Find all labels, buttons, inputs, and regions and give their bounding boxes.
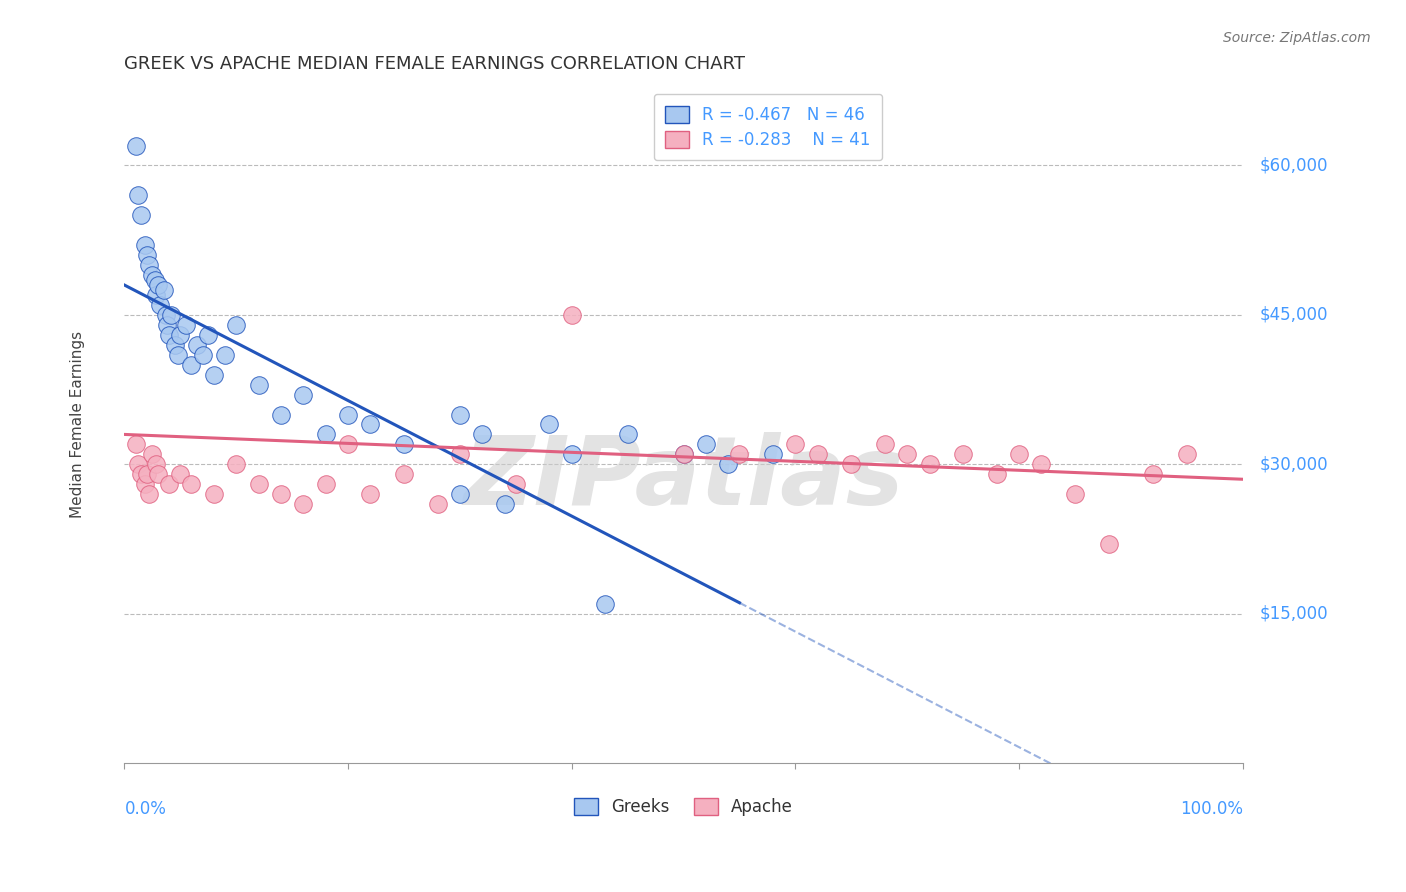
Point xyxy=(1031,458,1053,472)
Legend: Greeks, Apache: Greeks, Apache xyxy=(568,791,800,822)
Point xyxy=(214,348,236,362)
Point xyxy=(160,308,183,322)
Point xyxy=(873,437,896,451)
Point xyxy=(146,467,169,482)
Point xyxy=(1064,487,1087,501)
Point xyxy=(124,138,146,153)
Text: GREEK VS APACHE MEDIAN FEMALE EARNINGS CORRELATION CHART: GREEK VS APACHE MEDIAN FEMALE EARNINGS C… xyxy=(124,55,745,73)
Point xyxy=(561,447,583,461)
Point xyxy=(717,458,740,472)
Point xyxy=(247,377,270,392)
Point xyxy=(839,458,862,472)
Point xyxy=(449,447,471,461)
Point xyxy=(392,467,415,482)
Point xyxy=(141,268,163,282)
Point xyxy=(141,447,163,461)
Point xyxy=(134,238,156,252)
Point xyxy=(392,437,415,451)
Point xyxy=(315,427,337,442)
Point xyxy=(494,497,516,511)
Point xyxy=(337,408,360,422)
Point xyxy=(359,417,381,432)
Point xyxy=(359,487,381,501)
Point xyxy=(135,467,157,482)
Point xyxy=(561,308,583,322)
Point xyxy=(180,477,202,491)
Point xyxy=(1097,537,1119,551)
Text: $15,000: $15,000 xyxy=(1260,605,1329,623)
Point xyxy=(186,338,208,352)
Point xyxy=(127,188,149,202)
Point xyxy=(180,358,202,372)
Point xyxy=(124,437,146,451)
Point xyxy=(270,487,292,501)
Point xyxy=(129,208,152,222)
Text: Median Female Earnings: Median Female Earnings xyxy=(70,331,86,518)
Point xyxy=(138,258,160,272)
Point xyxy=(135,248,157,262)
Point xyxy=(157,477,180,491)
Point xyxy=(270,408,292,422)
Point xyxy=(127,458,149,472)
Point xyxy=(449,487,471,501)
Point xyxy=(225,318,247,332)
Point xyxy=(762,447,785,461)
Point xyxy=(146,278,169,293)
Point xyxy=(695,437,717,451)
Point xyxy=(247,477,270,491)
Point xyxy=(152,283,174,297)
Point xyxy=(145,288,167,302)
Point xyxy=(672,447,695,461)
Text: 0.0%: 0.0% xyxy=(124,800,166,818)
Point xyxy=(505,477,527,491)
Point xyxy=(896,447,918,461)
Point xyxy=(426,497,449,511)
Point xyxy=(952,447,974,461)
Point xyxy=(449,408,471,422)
Point xyxy=(163,338,186,352)
Point xyxy=(672,447,695,461)
Point xyxy=(918,458,941,472)
Text: ZIPatlas: ZIPatlas xyxy=(463,432,904,525)
Text: 100.0%: 100.0% xyxy=(1180,800,1243,818)
Point xyxy=(149,298,172,312)
Point xyxy=(807,447,830,461)
Point xyxy=(593,597,616,611)
Point xyxy=(337,437,360,451)
Point xyxy=(191,348,214,362)
Point xyxy=(202,368,225,382)
Point xyxy=(315,477,337,491)
Point xyxy=(174,318,197,332)
Point xyxy=(169,467,191,482)
Point xyxy=(292,497,315,511)
Point xyxy=(225,458,247,472)
Point xyxy=(538,417,561,432)
Text: $60,000: $60,000 xyxy=(1260,156,1329,175)
Point xyxy=(155,308,177,322)
Point xyxy=(1142,467,1164,482)
Point xyxy=(157,327,180,342)
Point xyxy=(167,348,190,362)
Point xyxy=(471,427,494,442)
Point xyxy=(785,437,807,451)
Text: Source: ZipAtlas.com: Source: ZipAtlas.com xyxy=(1223,31,1371,45)
Point xyxy=(143,273,166,287)
Point xyxy=(202,487,225,501)
Point xyxy=(1175,447,1198,461)
Point xyxy=(129,467,152,482)
Point xyxy=(169,327,191,342)
Text: $45,000: $45,000 xyxy=(1260,306,1329,324)
Text: $30,000: $30,000 xyxy=(1260,455,1329,474)
Point xyxy=(728,447,751,461)
Point xyxy=(156,318,179,332)
Point xyxy=(616,427,638,442)
Point xyxy=(145,458,167,472)
Point xyxy=(197,327,219,342)
Point xyxy=(134,477,156,491)
Point xyxy=(292,387,315,401)
Point xyxy=(986,467,1008,482)
Point xyxy=(1008,447,1031,461)
Point xyxy=(138,487,160,501)
